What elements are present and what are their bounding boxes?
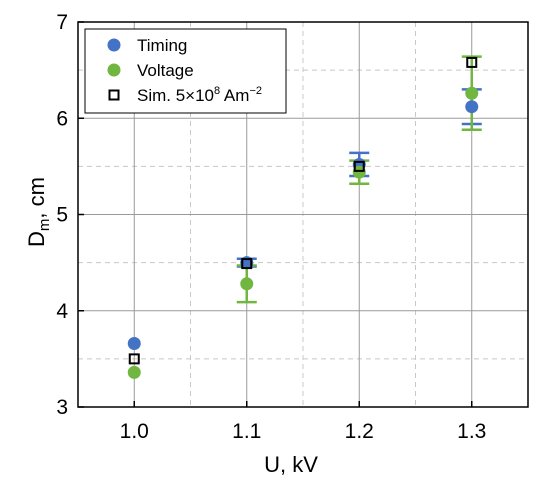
data-point-timing — [127, 336, 141, 350]
data-point-timing — [465, 100, 479, 114]
y-axis-title: Dm, cm — [24, 177, 53, 247]
x-tick-label: 1.3 — [457, 420, 486, 443]
data-point-sim — [466, 56, 478, 68]
data-point-voltage — [352, 165, 366, 179]
x-tick-label: 1.0 — [120, 420, 149, 443]
x-tick-label: 1.2 — [345, 420, 374, 443]
legend-marker-timing — [107, 38, 121, 52]
legend-label-sim: Sim. 5×108 Am−2 — [137, 85, 262, 105]
y-axis-title-main: D — [24, 231, 49, 247]
data-point-voltage — [465, 86, 479, 100]
y-tick-label: 4 — [56, 300, 68, 323]
legend: Timing Voltage Sim. 5×108 Am−2 — [84, 28, 287, 114]
y-axis-title-subscript: m — [36, 219, 53, 232]
legend-label-sim-unit: Am — [220, 86, 249, 105]
data-point-voltage — [127, 365, 141, 379]
legend-label-sim-exponent: 8 — [214, 85, 220, 97]
y-axis-title-unit: , cm — [24, 177, 49, 219]
data-point-sim — [128, 353, 140, 365]
y-tick-label: 7 — [56, 11, 68, 34]
legend-label-sim-main: Sim. 5×10 — [137, 86, 214, 105]
data-point-voltage — [240, 277, 254, 291]
x-tick-label: 1.1 — [232, 420, 261, 443]
data-point-sim — [353, 160, 365, 172]
legend-label-timing: Timing — [137, 36, 187, 55]
legend-label-sim-unit-exponent: −2 — [249, 85, 262, 97]
y-tick-label: 3 — [56, 396, 68, 419]
x-axis-title: U, kV — [264, 452, 318, 477]
axis-ticks: 1.0 1.1 1.2 1.3 3 4 5 6 7 — [56, 11, 486, 443]
data-point-sim — [241, 258, 253, 270]
legend-label-voltage: Voltage — [137, 61, 194, 80]
legend-marker-sim — [108, 89, 120, 101]
data-points — [127, 56, 479, 379]
y-tick-label: 5 — [56, 204, 68, 227]
legend-marker-voltage — [107, 63, 121, 77]
y-tick-label: 6 — [56, 107, 68, 130]
